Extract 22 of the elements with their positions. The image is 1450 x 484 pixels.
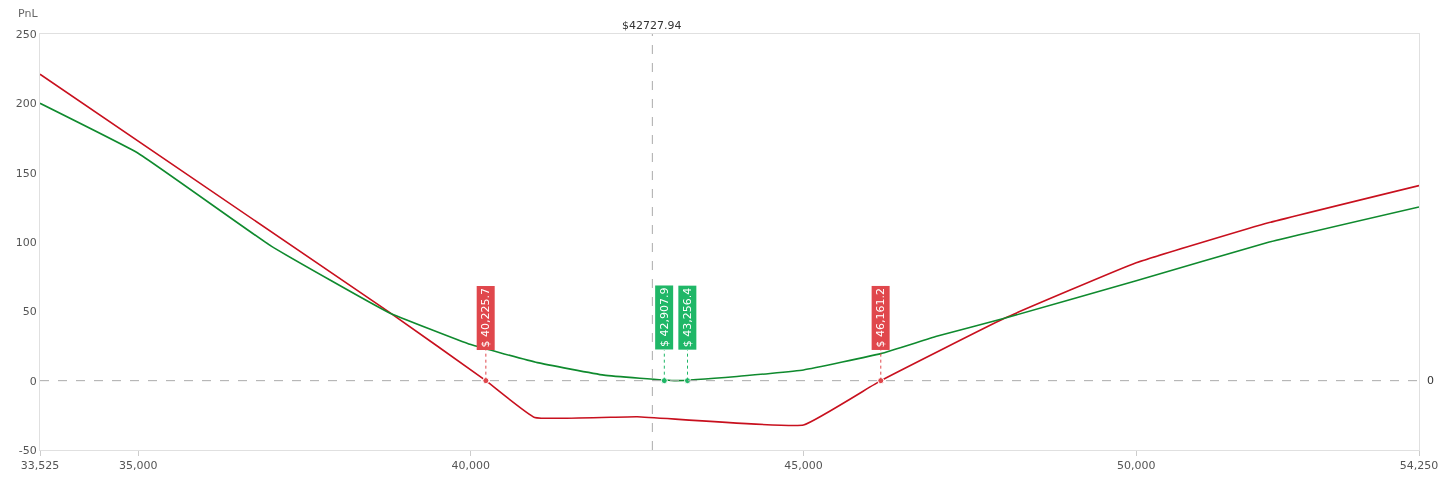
annotation: $ 43,256.4	[680, 287, 694, 348]
line-series	[40, 102, 1419, 382]
y-tick-label: 200	[15, 97, 37, 111]
x-tick-label: 33,525	[20, 459, 60, 473]
ref-line-label: 0	[1427, 374, 1434, 387]
y-tick-label: 0	[29, 374, 37, 388]
x-tick-label: 54,250	[1399, 459, 1439, 473]
y-axis-title: PnL	[18, 7, 39, 20]
annotation: $ 40,225.7	[479, 288, 493, 348]
y-tick-label: 50	[22, 305, 37, 319]
x-tick-label: 50,000	[1116, 459, 1156, 473]
y-tick-label: 100	[15, 235, 37, 249]
x-tick-label: 35,000	[118, 459, 158, 473]
annotation: $ 42,907.9	[657, 287, 671, 347]
ref-line-label: $42727.94	[622, 19, 682, 32]
x-tick-label: 40,000	[451, 459, 491, 473]
annotation: $ 46,161.2	[874, 287, 888, 348]
line-series	[40, 73, 1419, 427]
x-tick-label: 45,000	[784, 459, 823, 473]
y-tick-label: 250	[15, 27, 37, 41]
y-tick-label: -50	[18, 443, 37, 457]
y-tick-label: 150	[15, 166, 37, 180]
